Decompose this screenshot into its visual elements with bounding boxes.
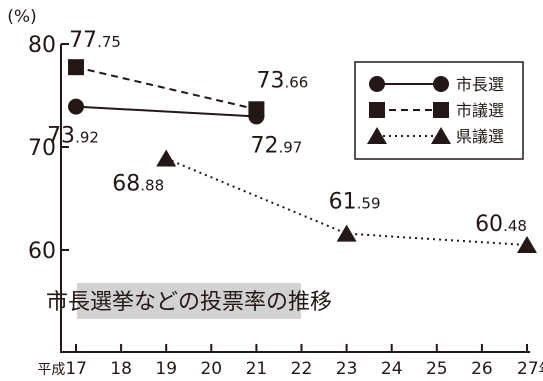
x-tick-label: 22 xyxy=(291,359,313,379)
legend-label: 県議選 xyxy=(456,127,504,146)
legend-label: 市長選 xyxy=(456,75,504,94)
y-tick-label: 80 xyxy=(28,33,56,58)
x-tick-label: 25 xyxy=(426,359,448,379)
data-point-square xyxy=(248,101,265,118)
y-tick-label: 60 xyxy=(28,239,56,264)
data-label: 61.59 xyxy=(329,190,381,215)
x-tick-label: 20 xyxy=(200,359,222,379)
series-line-circle xyxy=(75,105,257,118)
series-line-square xyxy=(75,66,257,111)
chart-title: 市長選挙などの投票率の推移 xyxy=(46,290,332,315)
data-label: 73.66 xyxy=(256,68,308,93)
x-tick-label: 23 xyxy=(336,359,358,379)
chart-title-box xyxy=(77,283,301,319)
x-tick-label: 24 xyxy=(381,359,403,379)
legend-marker-circle xyxy=(369,76,385,92)
legend-marker-circle xyxy=(433,76,449,92)
data-point-triangle xyxy=(517,236,537,254)
x-tick-label: 18 xyxy=(110,359,132,379)
y-tick-label: 70 xyxy=(28,136,56,161)
x-tick-label: 26 xyxy=(471,359,493,379)
data-point-triangle xyxy=(336,224,357,242)
data-label: 72.97 xyxy=(250,133,302,158)
x-tick-label: 27年 xyxy=(517,359,543,379)
data-label: 60.48 xyxy=(475,212,527,237)
legend-marker-square xyxy=(369,102,385,118)
x-tick-label: 21 xyxy=(246,359,268,379)
legend-marker-triangle xyxy=(367,127,387,144)
y-unit-label: (%) xyxy=(7,7,36,27)
legend-label: 市議選 xyxy=(456,101,504,120)
x-tick-label: 平成17 xyxy=(37,359,87,379)
data-label: 77.75 xyxy=(69,28,121,53)
data-label: 68.88 xyxy=(112,172,164,197)
x-tick-label: 19 xyxy=(155,359,177,379)
data-point-square xyxy=(68,59,84,76)
data-point-triangle xyxy=(156,149,177,167)
data-point-circle xyxy=(68,98,84,115)
legend-marker-triangle xyxy=(431,127,451,144)
data-label: 73.92 xyxy=(47,124,99,149)
legend-marker-square xyxy=(433,102,449,118)
